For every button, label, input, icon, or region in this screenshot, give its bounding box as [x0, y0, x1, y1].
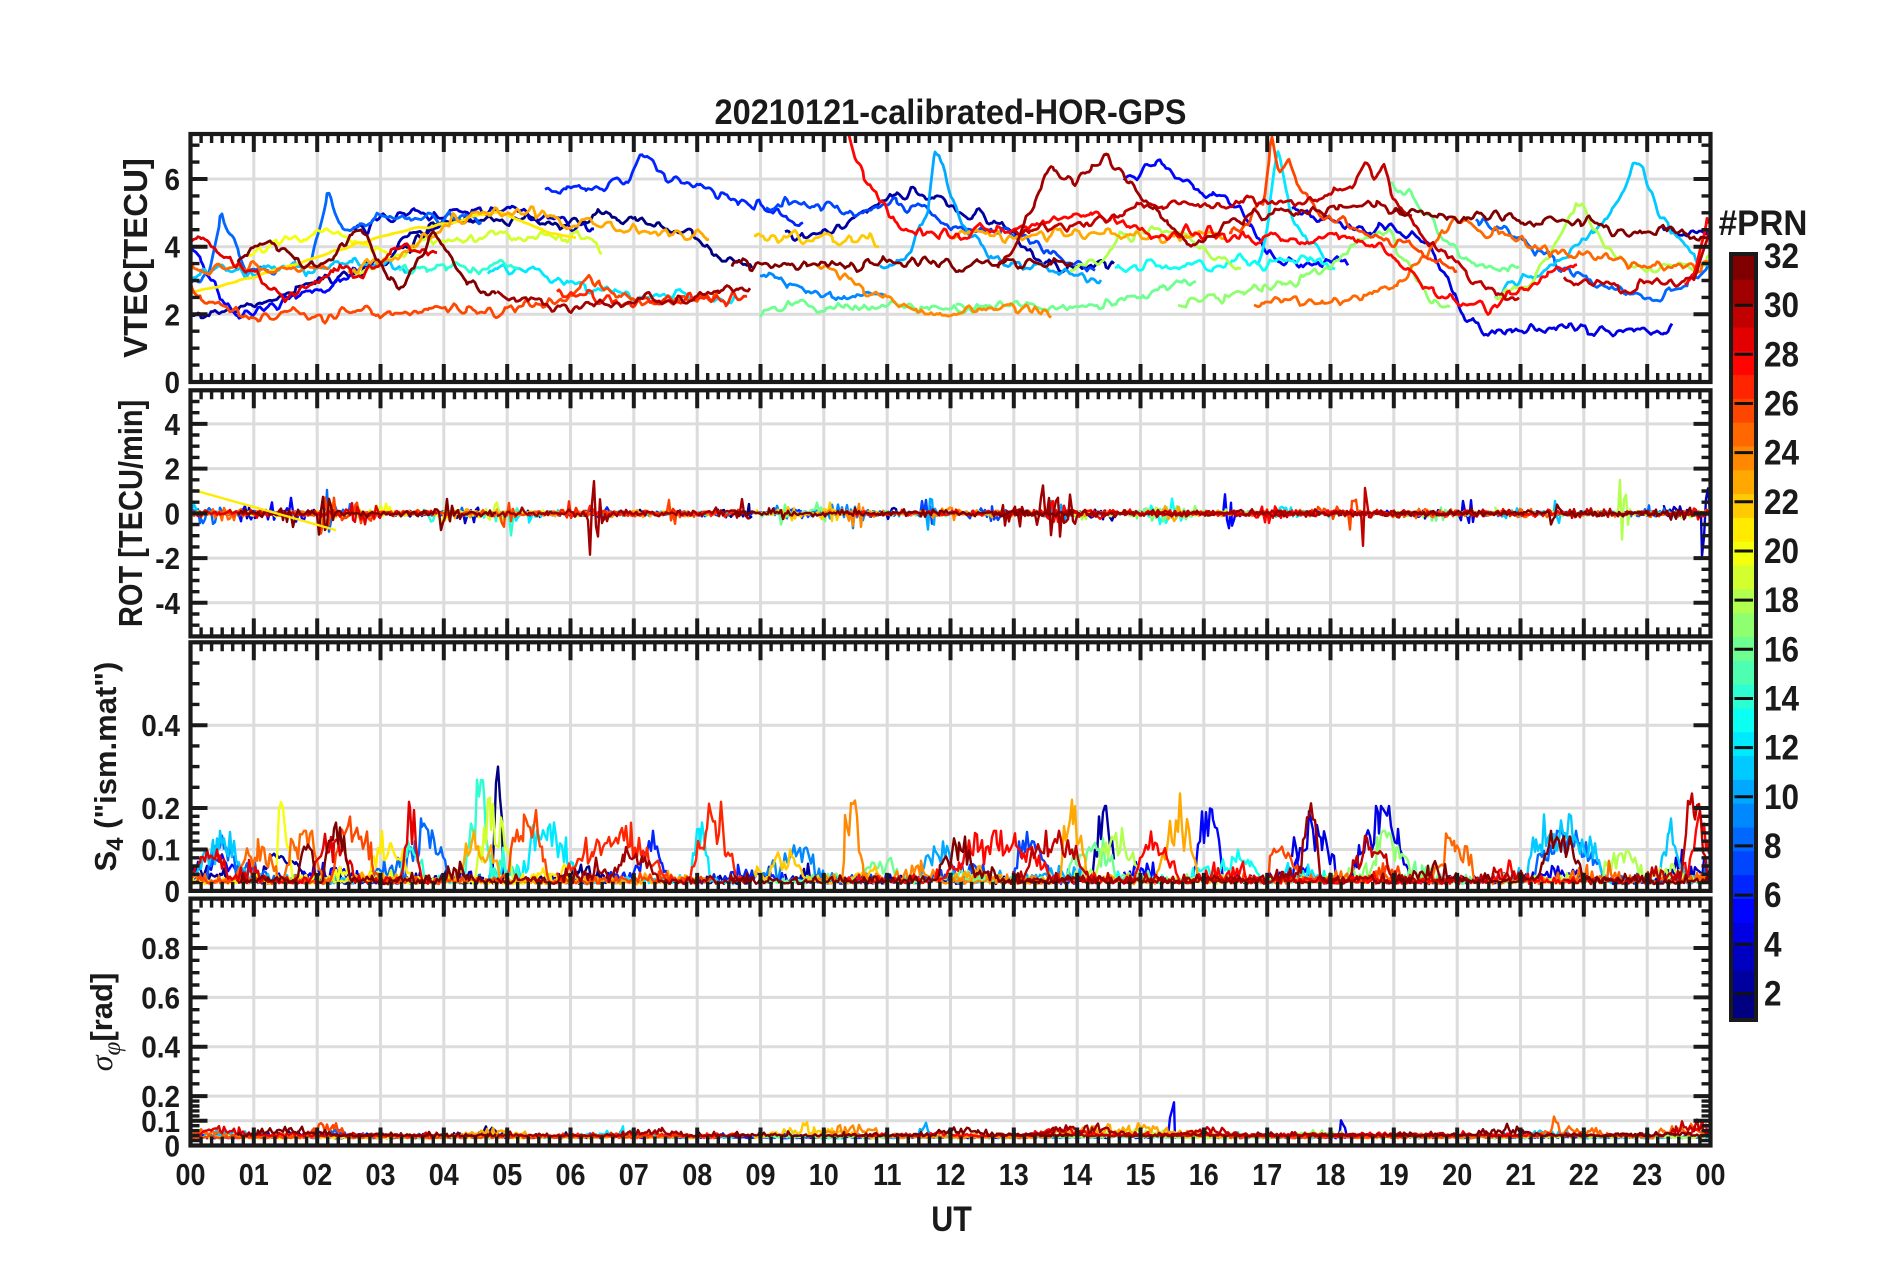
svg-text:28: 28 — [1764, 336, 1799, 375]
svg-text:0: 0 — [164, 875, 180, 910]
svg-text:0.8: 0.8 — [141, 932, 180, 967]
svg-text:0.6: 0.6 — [141, 981, 180, 1016]
svg-text:10: 10 — [1764, 778, 1799, 817]
svg-text:0: 0 — [164, 1129, 180, 1164]
svg-text:22: 22 — [1764, 483, 1799, 522]
svg-text:12: 12 — [1764, 729, 1799, 768]
svg-text:06: 06 — [556, 1158, 586, 1192]
svg-text:14: 14 — [1764, 680, 1799, 719]
svg-text:0: 0 — [164, 366, 180, 401]
svg-text:2: 2 — [1764, 975, 1782, 1014]
svg-text:17: 17 — [1252, 1158, 1282, 1192]
svg-text:0.4: 0.4 — [141, 1030, 180, 1065]
svg-text:19: 19 — [1379, 1158, 1409, 1192]
svg-text:0.1: 0.1 — [141, 833, 180, 868]
svg-text:4: 4 — [1764, 926, 1782, 965]
svg-text:0.2: 0.2 — [141, 1080, 180, 1115]
svg-text:0.2: 0.2 — [141, 792, 180, 827]
svg-text:20: 20 — [1764, 533, 1799, 572]
svg-text:15: 15 — [1126, 1158, 1156, 1192]
svg-text:07: 07 — [619, 1158, 649, 1192]
svg-text:04: 04 — [429, 1158, 459, 1192]
svg-text:23: 23 — [1632, 1158, 1662, 1192]
svg-text:18: 18 — [1316, 1158, 1346, 1192]
svg-text:02: 02 — [302, 1158, 332, 1192]
svg-text:2: 2 — [164, 298, 180, 333]
svg-text:30: 30 — [1764, 287, 1799, 326]
svg-text:14: 14 — [1062, 1158, 1092, 1192]
svg-text:20210121-calibrated-HOR-GPS: 20210121-calibrated-HOR-GPS — [715, 93, 1187, 132]
svg-text:01: 01 — [239, 1158, 269, 1192]
svg-text:VTEC[TECU]: VTEC[TECU] — [117, 158, 154, 358]
svg-text:05: 05 — [492, 1158, 522, 1192]
svg-text:08: 08 — [682, 1158, 712, 1192]
svg-text:21: 21 — [1506, 1158, 1536, 1192]
svg-text:10: 10 — [809, 1158, 839, 1192]
svg-text:0: 0 — [164, 497, 180, 532]
svg-text:8: 8 — [1764, 827, 1782, 866]
svg-text:ROT [TECU/min]: ROT [TECU/min] — [112, 400, 149, 627]
svg-text:09: 09 — [746, 1158, 776, 1192]
svg-text:00: 00 — [176, 1158, 206, 1192]
svg-text:32: 32 — [1764, 238, 1799, 277]
svg-text:2: 2 — [164, 452, 180, 487]
svg-text:03: 03 — [366, 1158, 396, 1192]
svg-text:UT: UT — [931, 1199, 972, 1238]
svg-text:00: 00 — [1696, 1158, 1726, 1192]
svg-text:6: 6 — [1764, 877, 1782, 916]
svg-text:-2: -2 — [155, 542, 180, 577]
svg-text:σφ[rad]: σφ[rad] — [83, 973, 126, 1072]
svg-text:16: 16 — [1764, 631, 1799, 670]
svg-text:4: 4 — [164, 408, 180, 443]
svg-text:26: 26 — [1764, 385, 1799, 424]
svg-text:0.1: 0.1 — [141, 1104, 180, 1139]
svg-text:18: 18 — [1764, 582, 1799, 621]
svg-text:S4 ("ism.mat"): S4 ("ism.mat") — [88, 662, 129, 872]
svg-text:12: 12 — [936, 1158, 966, 1192]
svg-text:11: 11 — [873, 1158, 902, 1192]
svg-text:6: 6 — [164, 163, 180, 198]
svg-text:13: 13 — [999, 1158, 1029, 1192]
svg-text:22: 22 — [1569, 1158, 1599, 1192]
svg-text:-4: -4 — [155, 586, 180, 621]
svg-text:20: 20 — [1442, 1158, 1472, 1192]
svg-text:24: 24 — [1764, 434, 1799, 473]
svg-text:0.4: 0.4 — [141, 709, 180, 744]
svg-text:4: 4 — [164, 230, 180, 265]
svg-text:#PRN: #PRN — [1719, 204, 1808, 243]
svg-text:16: 16 — [1189, 1158, 1219, 1192]
